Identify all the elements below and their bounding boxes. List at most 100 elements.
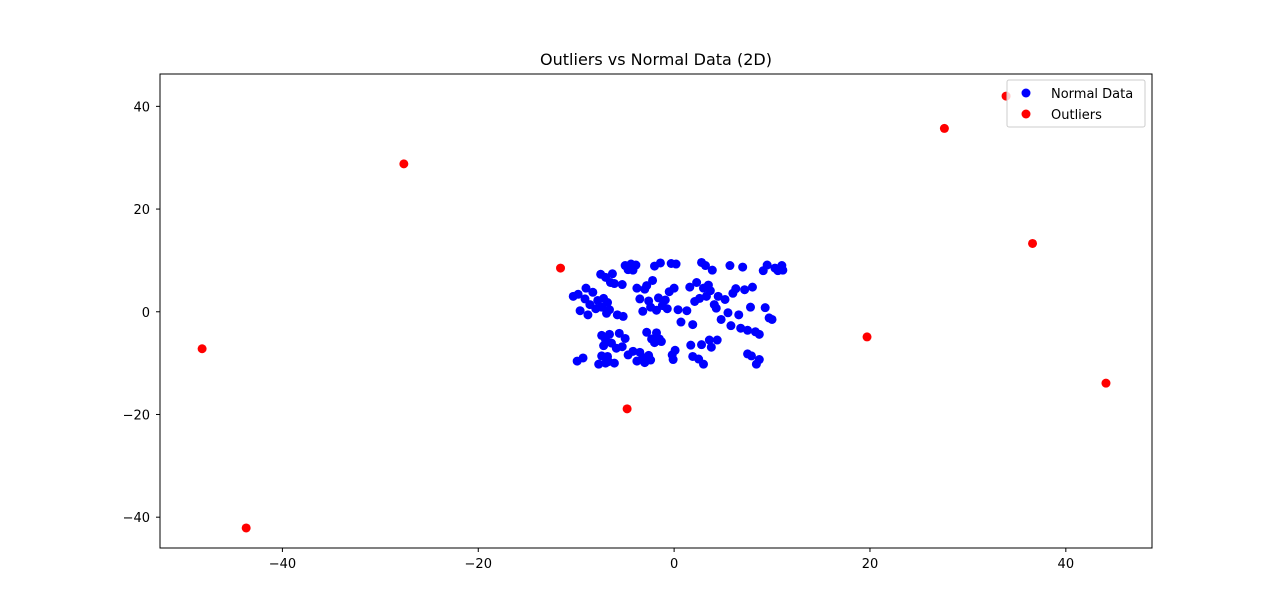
normal-data-point	[670, 345, 680, 355]
normal-data-point	[604, 305, 614, 315]
normal-data-point	[760, 303, 770, 313]
normal-data-point	[778, 265, 788, 275]
normal-data-point	[725, 261, 735, 271]
normal-data-point	[754, 355, 764, 365]
outlier-point	[556, 263, 566, 273]
normal-data-point	[603, 298, 613, 308]
outlier-point	[1028, 238, 1038, 248]
outlier-point	[1101, 378, 1111, 388]
normal-data-point	[646, 355, 656, 365]
legend-box	[1006, 79, 1146, 128]
normal-data-point	[597, 351, 607, 361]
normal-data-point	[638, 306, 648, 316]
outlier-point	[939, 123, 949, 133]
normal-data-point	[604, 357, 614, 367]
normal-data-point	[713, 291, 723, 301]
normal-data-point	[712, 335, 722, 345]
normal-data-point	[747, 282, 757, 292]
normal-data-point	[668, 355, 678, 365]
normal-data-point	[588, 287, 598, 297]
normal-data-point	[642, 281, 652, 291]
normal-data-point	[676, 317, 686, 327]
normal-data-point	[653, 293, 663, 303]
normal-data-point	[594, 359, 604, 369]
normal-data-point	[685, 282, 695, 292]
outlier-point	[197, 344, 207, 354]
normal-data-point	[692, 277, 702, 287]
normal-data-point	[620, 333, 630, 343]
normal-data-point	[581, 283, 591, 293]
normal-data-point	[743, 325, 753, 335]
chart-title: Outliers vs Normal Data (2D)	[540, 50, 772, 69]
normal-data-point	[660, 295, 670, 305]
series-normal-data	[568, 257, 788, 369]
normal-data-point	[635, 294, 645, 304]
normal-data-point	[695, 293, 705, 303]
legend: Normal Data Outliers	[1006, 79, 1146, 128]
outlier-point	[862, 332, 872, 342]
normal-data-point	[682, 306, 692, 316]
y-tick-label: 20	[133, 203, 150, 218]
normal-data-point	[746, 351, 756, 361]
y-tick-label: 40	[133, 100, 150, 115]
x-tick-label: −20	[465, 557, 492, 572]
normal-data-point	[738, 262, 748, 272]
normal-data-point	[648, 275, 658, 285]
normal-data-point	[669, 283, 679, 293]
points-layer	[197, 91, 1111, 533]
y-tick-label: −20	[123, 408, 150, 423]
normal-data-point	[745, 302, 755, 312]
normal-data-point	[762, 260, 772, 270]
normal-data-point	[583, 310, 593, 320]
normal-data-point	[736, 323, 746, 333]
normal-data-point	[604, 329, 614, 339]
normal-data-point	[706, 342, 716, 352]
x-tick-label: −40	[269, 557, 296, 572]
normal-data-point	[700, 261, 710, 271]
normal-data-point	[671, 259, 681, 269]
normal-data-point	[662, 304, 672, 314]
x-tick-label: 20	[862, 557, 879, 572]
normal-data-point	[575, 306, 585, 316]
normal-data-point	[754, 329, 764, 339]
x-axis: −40 −20 0 20 40	[269, 548, 1074, 572]
normal-data-point	[723, 308, 733, 318]
y-tick-label: 0	[142, 306, 150, 321]
normal-data-point	[716, 314, 726, 324]
normal-data-point	[607, 269, 617, 279]
outlier-point	[241, 523, 251, 533]
normal-data-point	[617, 342, 627, 352]
normal-data-point	[704, 335, 714, 345]
y-axis: −40 −20 0 20 40	[123, 100, 160, 526]
legend-marker	[1021, 88, 1031, 98]
normal-data-point	[642, 327, 652, 337]
normal-data-point	[726, 321, 736, 331]
normal-data-point	[614, 328, 624, 338]
legend-label: Outliers	[1051, 108, 1102, 123]
normal-data-point	[731, 284, 741, 294]
normal-data-point	[631, 260, 641, 270]
normal-data-point	[573, 289, 583, 299]
normal-data-point	[705, 286, 715, 296]
normal-data-point	[711, 303, 721, 313]
normal-data-point	[673, 305, 683, 315]
normal-data-point	[655, 258, 665, 268]
normal-data-point	[628, 346, 638, 356]
plot-frame	[159, 73, 1153, 549]
normal-data-point	[707, 265, 717, 275]
normal-data-point	[688, 320, 698, 330]
normal-data-point	[734, 310, 744, 320]
legend-label: Normal Data	[1051, 87, 1133, 102]
legend-marker	[1021, 109, 1031, 119]
normal-data-point	[767, 314, 777, 324]
normal-data-point	[578, 353, 588, 363]
normal-data-point	[698, 359, 708, 369]
normal-data-point	[720, 294, 730, 304]
outlier-point	[622, 404, 632, 414]
normal-data-point	[697, 340, 707, 350]
outlier-point	[399, 159, 409, 169]
normal-data-point	[656, 337, 666, 347]
normal-data-point	[618, 311, 628, 321]
normal-data-point	[740, 285, 750, 295]
